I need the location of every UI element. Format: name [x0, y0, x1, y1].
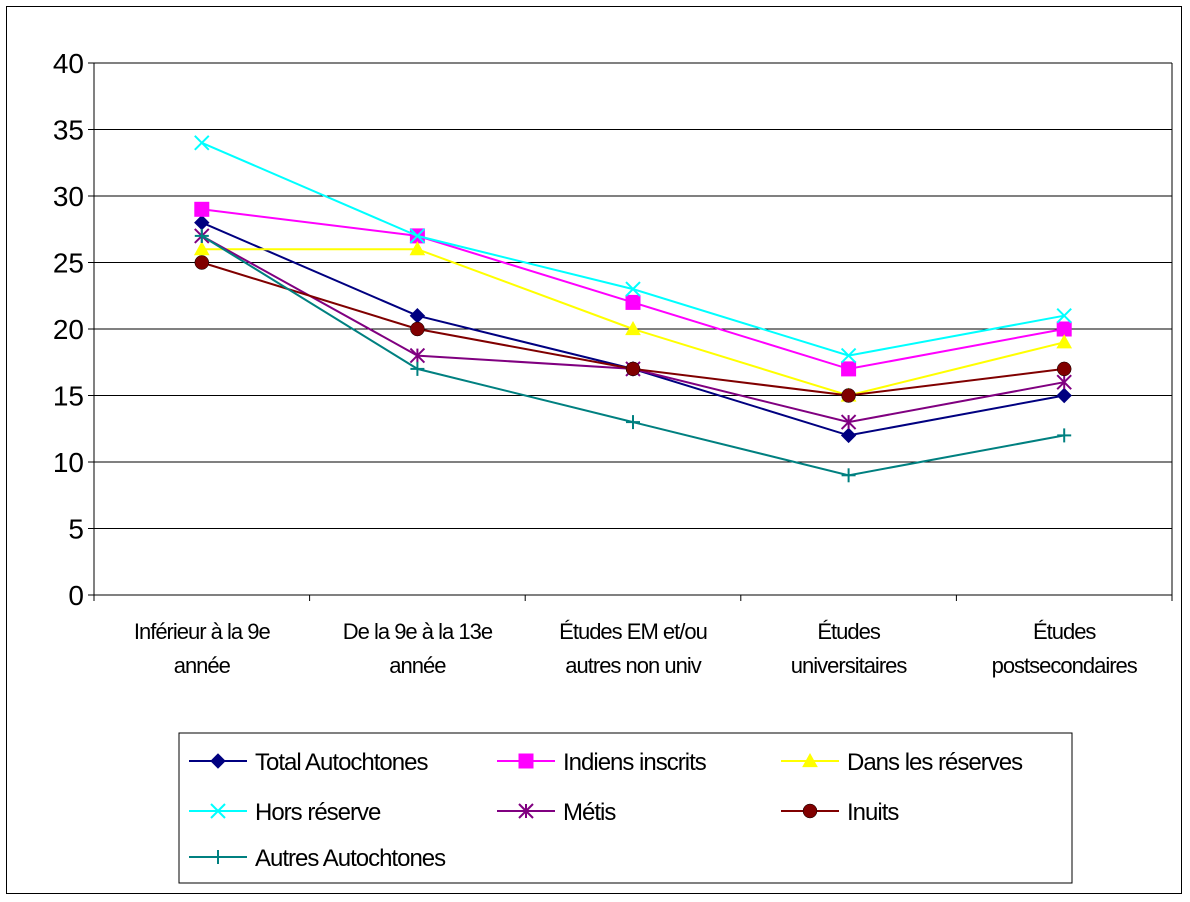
data-point-marker [841, 468, 856, 483]
data-point-marker [840, 414, 857, 430]
data-point-marker [625, 294, 641, 310]
x-tick-label: postsecondaires [992, 653, 1138, 678]
series-layer [193, 135, 1073, 483]
x-tick-label: Inférieur à la 9e [134, 619, 271, 644]
data-point-marker [194, 228, 209, 243]
y-tick-label: 15 [53, 381, 84, 412]
legend-item: Hors réserve [189, 799, 382, 826]
data-point-marker [409, 307, 426, 324]
legend-box [178, 732, 1073, 884]
y-tick-label: 35 [53, 115, 84, 146]
series-hors-r-serve [194, 135, 1072, 364]
data-point-marker [410, 361, 425, 376]
legend: Total Autochtones Indiens inscrits Dans le… [178, 732, 1073, 884]
data-point-marker [1056, 361, 1072, 377]
data-point-marker [841, 388, 856, 403]
data-point-marker [840, 427, 857, 444]
data-point-marker [409, 347, 426, 364]
data-point-marker [518, 753, 534, 769]
data-point-marker [841, 361, 857, 377]
y-tick-label: 30 [53, 181, 84, 212]
series-inuits [194, 255, 1072, 403]
series-autres-autochtones [194, 228, 1072, 483]
legend-label: Hors réserve [255, 799, 381, 826]
series-line [201, 235, 1065, 477]
data-point-marker [1056, 321, 1072, 337]
data-point-marker [1056, 387, 1072, 404]
legend-label: Autres Autochtones [255, 845, 446, 872]
x-tick-label: Études [817, 619, 880, 644]
data-point-marker [210, 753, 226, 769]
legend-label: Total Autochtones [255, 749, 428, 776]
y-tick-label: 10 [53, 447, 84, 478]
x-tick-label: De la 9e à la 13e [343, 619, 493, 644]
legend-item: Inuits [781, 799, 900, 826]
data-point-marker [194, 135, 210, 151]
legend-label: Dans les réserves [847, 749, 1023, 776]
data-point-marker [625, 281, 641, 297]
legend-item: Total Autochtones [189, 749, 429, 776]
data-point-marker [1056, 374, 1072, 390]
grid-layer [94, 62, 1173, 595]
data-point-marker [409, 241, 426, 256]
axis-layer: 0 5 10 15 20 25 30 35 40 Inférieur à la 9e année De… [53, 48, 1173, 678]
data-point-marker [625, 320, 641, 336]
data-point-marker [210, 803, 226, 819]
line-chart: 0 5 10 15 20 25 30 35 40 Inférieur à la 9e année De… [53, 48, 1173, 884]
data-point-marker [193, 241, 210, 256]
data-point-marker [409, 228, 426, 244]
x-tick-label: année [174, 653, 231, 678]
legend-label: Inuits [847, 799, 899, 826]
data-point-marker [1057, 428, 1072, 443]
legend-item: Indiens inscrits [497, 749, 708, 776]
chart-frame: 0 5 10 15 20 25 30 35 40 Inférieur à la 9e année De… [6, 6, 1182, 894]
y-tick-label: 40 [53, 48, 84, 79]
series-indiens-inscrits [194, 201, 1072, 377]
x-tick-label: année [389, 653, 446, 678]
series-dans-les-r-serves [193, 241, 1073, 402]
data-point-marker [840, 347, 857, 364]
legend-label: Indiens inscrits [563, 749, 707, 776]
data-point-marker [1056, 334, 1073, 349]
y-tick-label: 20 [53, 314, 84, 345]
legend-item: Métis [497, 799, 617, 826]
data-point-marker [802, 752, 818, 768]
data-point-marker [211, 850, 225, 864]
legend-label: Métis [563, 799, 616, 826]
legend-item: Autres Autochtones [189, 845, 447, 872]
data-point-marker [626, 415, 640, 430]
legend-item: Dans les réserves [781, 749, 1024, 776]
data-point-marker [625, 361, 641, 377]
y-tick-label: 0 [68, 580, 84, 611]
x-tick-label: Études EM et/ou [559, 619, 707, 644]
data-point-marker [802, 803, 818, 819]
data-point-marker [1056, 307, 1072, 324]
x-tick-label: universitaires [791, 653, 908, 678]
data-point-marker [518, 803, 534, 819]
data-point-marker [410, 321, 425, 337]
data-point-marker [194, 214, 210, 231]
x-tick-label: Études [1033, 619, 1096, 644]
data-point-marker [194, 201, 210, 217]
y-tick-label: 5 [68, 514, 84, 545]
data-point-marker [194, 255, 210, 270]
y-tick-label: 25 [53, 248, 84, 279]
x-tick-label: autres non univ [565, 653, 701, 678]
